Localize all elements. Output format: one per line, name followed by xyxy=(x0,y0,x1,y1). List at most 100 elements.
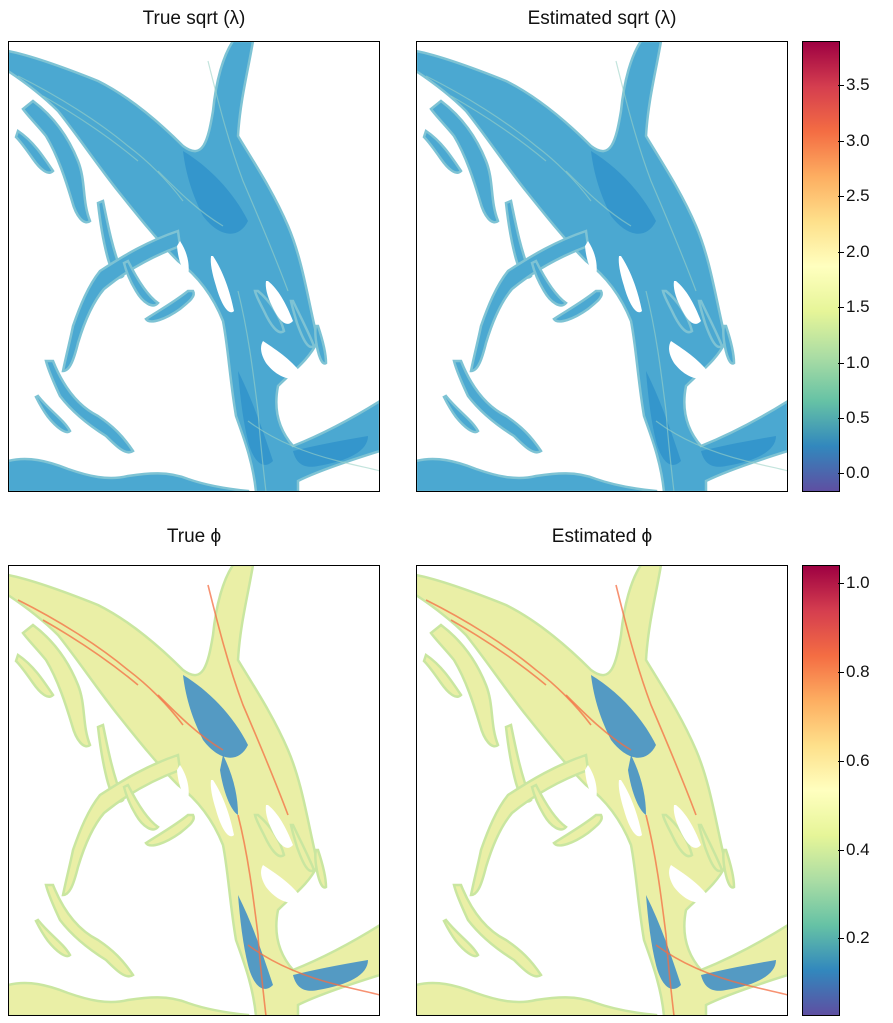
water-region-12 xyxy=(722,848,736,889)
low-phi-region-2 xyxy=(701,960,776,991)
low-lambda-region-1 xyxy=(238,371,273,465)
edge-ridge-1 xyxy=(42,95,139,162)
high-phi-ridge-3 xyxy=(247,944,380,996)
water-region-4 xyxy=(469,753,590,897)
edge-ridge-0 xyxy=(17,75,184,202)
high-phi-ridge-4 xyxy=(157,694,224,751)
water-region-9 xyxy=(8,981,250,1016)
colorbar-tick-label: 1.0 xyxy=(846,353,870,372)
high-phi-ridge-4 xyxy=(565,694,632,751)
water-region-7 xyxy=(44,883,135,978)
colorbar-tick-mark xyxy=(838,473,844,474)
edge-ridge-3 xyxy=(247,420,380,472)
water-region-1 xyxy=(429,623,500,748)
water-region-11 xyxy=(697,299,724,349)
colorbar-tick-mark xyxy=(838,938,844,939)
low-lambda-region-2 xyxy=(293,436,368,467)
low-phi-region-3 xyxy=(628,755,646,815)
water-region-6 xyxy=(144,289,195,323)
colorbar-tick-label: 2.0 xyxy=(846,242,870,261)
land-island-1 xyxy=(261,865,303,903)
high-phi-ridge-1 xyxy=(450,619,547,686)
colorbar-tick-mark xyxy=(838,418,844,419)
water-region-8 xyxy=(34,394,72,434)
water-region-4 xyxy=(61,753,182,897)
land-island-2 xyxy=(618,780,642,837)
colorbar-tick-mark xyxy=(838,850,844,851)
colorbar-tick-label: 1.5 xyxy=(846,297,870,316)
land-island-2 xyxy=(210,256,234,313)
land-island-0 xyxy=(673,805,701,848)
water-region-5 xyxy=(530,783,568,831)
edge-ridge-4 xyxy=(157,170,224,227)
water-region-8 xyxy=(34,918,72,958)
land-island-2 xyxy=(618,256,642,313)
colorbar-tick-mark xyxy=(838,672,844,673)
low-phi-region-1 xyxy=(238,895,273,989)
low-lambda-region-2 xyxy=(701,436,776,467)
edge-ridge-2 xyxy=(615,60,697,292)
land-island-3 xyxy=(177,765,189,800)
title-true-phi: True ϕ xyxy=(166,526,222,547)
low-phi-region-2 xyxy=(293,960,368,991)
colorbar-tick-mark xyxy=(838,85,844,86)
colorbar-tick-label: 3.5 xyxy=(846,75,870,94)
colorbar-tick-mark xyxy=(838,583,844,584)
map-frame xyxy=(8,41,380,492)
water-region-12 xyxy=(722,324,736,365)
colorbar-phi xyxy=(802,565,840,1016)
water-region-7 xyxy=(44,359,135,454)
water-region-2 xyxy=(422,129,463,174)
edge-ridge-3 xyxy=(655,420,788,472)
colorbar-tick-label: 0.2 xyxy=(846,928,870,947)
water-region-4 xyxy=(61,229,182,373)
title-estimated-sqrt-lambda: Estimated sqrt (λ) xyxy=(527,8,677,29)
title-estimated-phi: Estimated ϕ xyxy=(551,526,653,547)
land-island-3 xyxy=(177,241,189,276)
water-region-2 xyxy=(14,653,55,698)
high-phi-ridge-3 xyxy=(655,944,788,996)
water-region-4 xyxy=(469,229,590,373)
water-region-7 xyxy=(452,359,543,454)
land-island-1 xyxy=(669,341,711,379)
water-region-5 xyxy=(122,259,160,307)
land-island-2 xyxy=(210,780,234,837)
map-estimated-phi xyxy=(416,565,788,1016)
water-region-1 xyxy=(21,99,92,224)
map-true-sqrt-lambda xyxy=(8,41,380,492)
water-region-6 xyxy=(144,813,195,847)
low-phi-region-3 xyxy=(220,755,238,815)
water-region-7 xyxy=(452,883,543,978)
colorbar-tick-label: 0.4 xyxy=(846,840,870,859)
water-region-12 xyxy=(314,324,328,365)
colorbar-tick-label: 3.0 xyxy=(846,131,870,150)
water-region-8 xyxy=(442,918,480,958)
water-region-11 xyxy=(289,823,316,873)
low-phi-region-0 xyxy=(183,675,248,758)
land-island-0 xyxy=(265,281,293,324)
map-estimated-sqrt-lambda xyxy=(416,41,788,492)
colorbar-tick-label: 0.8 xyxy=(846,662,870,681)
edge-ridge-2 xyxy=(207,60,289,292)
land-island-0 xyxy=(673,281,701,324)
land-island-3 xyxy=(585,241,597,276)
edge-ridge-5 xyxy=(237,290,267,492)
low-lambda-region-1 xyxy=(646,371,681,465)
land-island-3 xyxy=(585,765,597,800)
high-phi-ridge-0 xyxy=(425,599,592,726)
map-true-phi xyxy=(8,565,380,1016)
edge-ridge-1 xyxy=(450,95,547,162)
colorbar-tick-label: 0.0 xyxy=(846,463,870,482)
water-region-5 xyxy=(122,783,160,831)
edge-ridge-4 xyxy=(565,170,632,227)
colorbar-tick-mark xyxy=(838,141,844,142)
high-phi-ridge-2 xyxy=(615,584,697,816)
low-lambda-region-0 xyxy=(183,151,248,234)
water-region-9 xyxy=(8,457,250,492)
high-phi-ridge-5 xyxy=(645,814,675,1016)
high-phi-ridge-5 xyxy=(237,814,267,1016)
water-region-6 xyxy=(552,813,603,847)
water-region-8 xyxy=(442,394,480,434)
water-region-12 xyxy=(314,848,328,889)
land-island-1 xyxy=(669,865,711,903)
